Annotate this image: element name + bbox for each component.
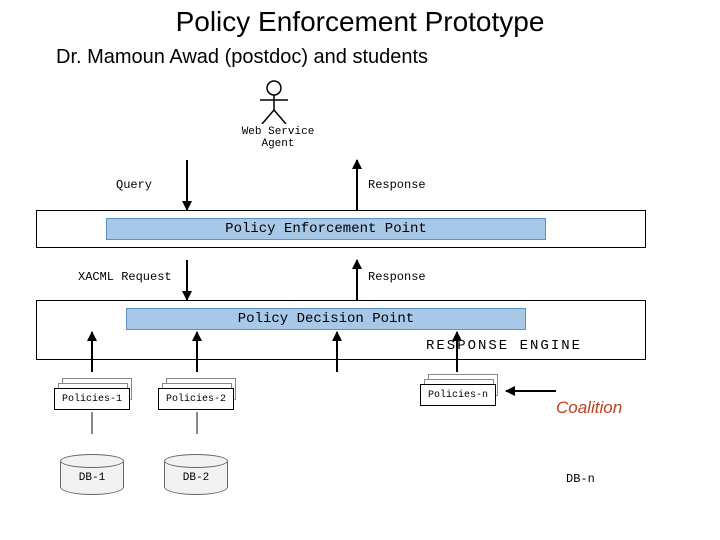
policies-2-label: Policies-2 — [166, 394, 226, 405]
arrow-poln-up — [456, 332, 458, 372]
arrow-xacml-down — [186, 260, 188, 300]
policies-1-stack: Policies-1 — [54, 378, 134, 412]
actor-label-line2: Agent — [261, 138, 294, 150]
db-n-label: DB-n — [566, 472, 595, 486]
architecture-diagram: Web Service Agent Query Response Policy … — [36, 80, 684, 530]
label-query: Query — [116, 178, 152, 192]
page-subtitle: Dr. Mamoun Awad (postdoc) and students — [0, 38, 720, 69]
conn-1 — [91, 412, 93, 434]
arrow-pol1-up — [91, 332, 93, 372]
arrow-response2-up — [356, 260, 358, 300]
db-2: DB-2 — [164, 454, 228, 495]
db-1-label: DB-1 — [79, 472, 105, 484]
pep-label: Policy Enforcement Point — [225, 221, 427, 237]
policies-n-label: Policies-n — [428, 390, 488, 401]
actor-icon — [254, 80, 294, 129]
db-2-label: DB-2 — [183, 472, 209, 484]
label-response2: Response — [368, 270, 426, 284]
pdp-bar: Policy Decision Point — [126, 308, 526, 330]
label-response1: Response — [368, 178, 426, 192]
arrow-response1-up — [356, 160, 358, 210]
actor-label-line1: Web Service — [242, 126, 315, 138]
response-engine-label: RESPONSE ENGINE — [426, 338, 582, 354]
pdp-label: Policy Decision Point — [238, 311, 414, 327]
policies-1-label: Policies-1 — [62, 394, 122, 405]
arrow-pol3-up — [336, 332, 338, 372]
conn-2 — [196, 412, 198, 434]
arrow-pol2-up — [196, 332, 198, 372]
coalition-label: Coalition — [556, 398, 622, 418]
policies-n-stack: Policies-n — [420, 374, 500, 408]
arrow-query-down — [186, 160, 188, 210]
policies-2-stack: Policies-2 — [158, 378, 238, 412]
db-1: DB-1 — [60, 454, 124, 495]
label-xacml: XACML Request — [78, 270, 172, 284]
actor-label: Web Service Agent — [218, 126, 338, 150]
pep-bar: Policy Enforcement Point — [106, 218, 546, 240]
arrow-engine-to-pol — [506, 390, 556, 392]
page-title: Policy Enforcement Prototype — [0, 0, 720, 38]
